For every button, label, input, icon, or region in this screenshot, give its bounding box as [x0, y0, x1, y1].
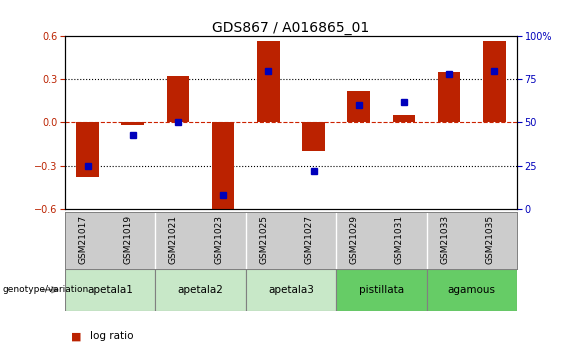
Text: pistillata: pistillata: [359, 285, 404, 295]
Bar: [483, 40, 506, 122]
Text: log ratio: log ratio: [90, 332, 134, 341]
Bar: [155, 269, 246, 310]
Bar: [438, 72, 460, 122]
Text: GSM21019: GSM21019: [124, 215, 133, 264]
Bar: [246, 269, 336, 310]
Text: GSM21017: GSM21017: [79, 215, 88, 264]
Bar: [65, 269, 155, 310]
Bar: [76, 122, 99, 177]
Bar: [427, 269, 517, 310]
Text: GSM21029: GSM21029: [350, 215, 359, 264]
Bar: [302, 122, 325, 151]
Text: GSM21035: GSM21035: [485, 215, 494, 264]
Bar: [167, 77, 189, 122]
Text: genotype/variation: genotype/variation: [3, 285, 89, 294]
Bar: [121, 122, 144, 125]
Text: GSM21021: GSM21021: [169, 215, 178, 264]
Bar: [212, 122, 234, 211]
Text: apetala3: apetala3: [268, 285, 314, 295]
Bar: [336, 269, 427, 310]
Text: apetala1: apetala1: [87, 285, 133, 295]
Bar: [393, 115, 415, 122]
Bar: [257, 40, 280, 122]
Text: ■: ■: [71, 332, 81, 341]
Text: GSM21031: GSM21031: [395, 215, 404, 264]
Text: agamous: agamous: [448, 285, 496, 295]
Title: GDS867 / A016865_01: GDS867 / A016865_01: [212, 21, 370, 35]
Bar: [347, 91, 370, 122]
Text: GSM21033: GSM21033: [440, 215, 449, 264]
Text: GSM21023: GSM21023: [214, 215, 223, 264]
Text: apetala2: apetala2: [177, 285, 224, 295]
Text: GSM21025: GSM21025: [259, 215, 268, 264]
Text: GSM21027: GSM21027: [305, 215, 314, 264]
